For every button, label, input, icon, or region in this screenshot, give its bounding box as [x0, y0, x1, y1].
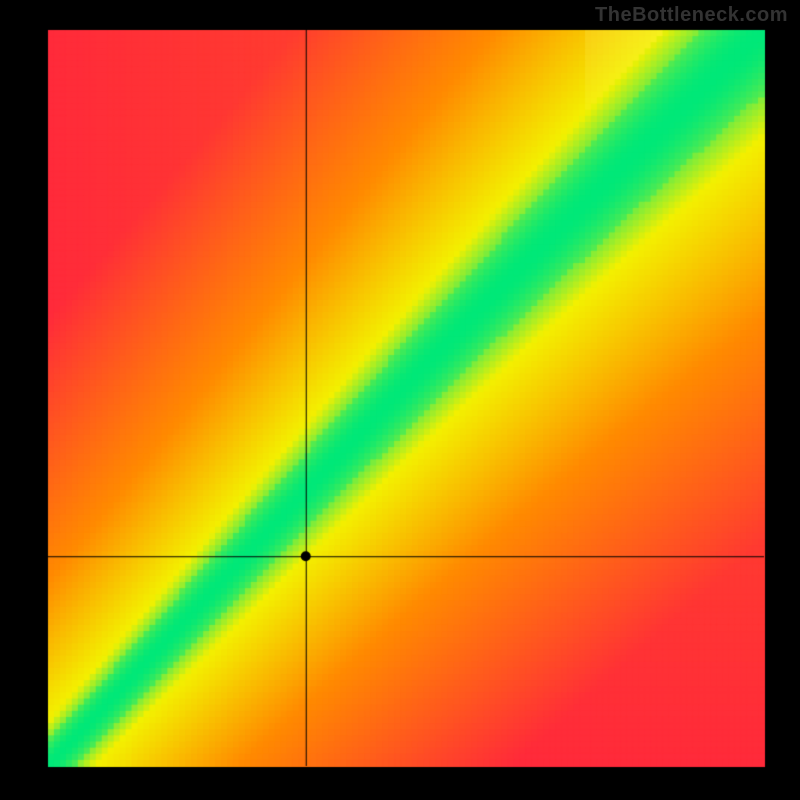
- heatmap-plot: [0, 0, 800, 800]
- chart-container: TheBottleneck.com: [0, 0, 800, 800]
- watermark-text: TheBottleneck.com: [595, 4, 788, 27]
